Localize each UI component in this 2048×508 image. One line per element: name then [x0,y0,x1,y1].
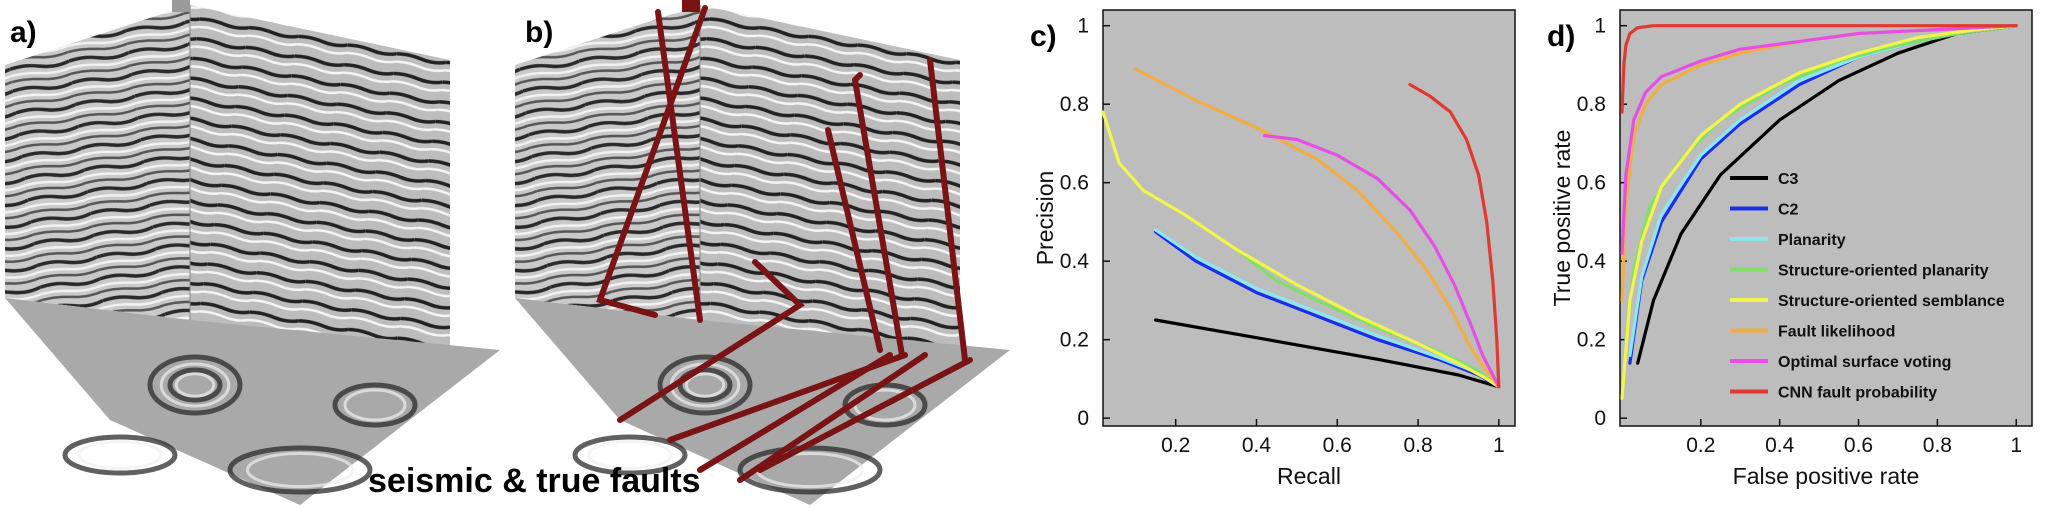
legend-entry: C3 [1778,171,1799,188]
series-line-structure-oriented-semblance [1101,110,1501,389]
legend-entry: Structure-oriented planarity [1778,263,1989,280]
x-axis-label: False positive rate [1733,463,1920,489]
fault-line [852,77,905,358]
x-tick-label: 0.8 [1403,434,1432,457]
y-tick-label: 0.2 [1577,329,1606,352]
legend-entry: Structure-oriented semblance [1778,293,2005,310]
series-line-optimal-surface-voting [1263,134,1501,389]
y-tick-label: 0.6 [1060,172,1089,195]
x-tick-label: 0.6 [1323,434,1352,457]
y-axis-label: True positive rate [1549,130,1575,307]
series-line-optimal-surface-voting [1620,24,2018,255]
seismic-time-slice [515,298,1010,505]
legend-entry: Planarity [1778,232,1846,249]
y-tick-label: 0.4 [1060,250,1090,273]
precision-recall-chart: 0.2 0.4 0.6 0.8 1 0 0.2 0.4 0.6 0.8 1 Recall Precisi… [1032,9,1516,489]
y-tick-label: 0.8 [1577,93,1606,116]
fault-line [927,57,968,363]
x-tick-label: 0.8 [1923,434,1952,457]
y-axis-label: Precision [1032,171,1058,266]
x-tick-label: 0.4 [1242,434,1272,457]
legend-entry: Fault likelihood [1778,324,1895,341]
fault-line [667,352,908,443]
seismic-time-slice [5,298,500,505]
panel-label-b: b) [525,16,554,49]
fault-line [825,127,883,353]
panel-label-d: d) [1547,20,1576,53]
fault-line [852,72,863,83]
y-tick-label: 0.4 [1577,250,1607,273]
series-line-structure-oriented-semblance [1620,24,2018,401]
y-tick-label: 1 [1594,15,1606,38]
roc-chart: 0.2 0.4 0.6 0.8 1 0 0.2 0.4 0.6 0.8 1 False positiv… [1549,9,2033,489]
seismic-cube-a [5,0,500,505]
series-line-cnn-fault-probability [1620,24,2018,114]
seismic-cube-b [515,0,1010,505]
seismic-inline-slice [515,5,700,320]
legend-entry: C2 [1778,202,1799,219]
fault-line [617,259,805,423]
y-tick-label: 0.8 [1060,93,1089,116]
x-tick-label: 1 [1493,434,1505,457]
seismic-crossline-slice [700,5,960,355]
x-tick-label: 0.6 [1844,434,1873,457]
legend-entry: CNN fault probability [1778,385,1937,402]
seismic-crossline-slice [190,5,450,355]
x-axis-label: Recall [1277,463,1341,489]
seismic-inline-slice [5,5,190,320]
y-tick-label: 0 [1077,407,1089,430]
fault-line [737,352,928,483]
x-tick-label: 0.4 [1765,434,1795,457]
x-tick-label: 0.2 [1686,434,1715,457]
series-line-structure-oriented-planarity [1234,247,1501,389]
fault-line [655,9,703,323]
plot-area [1619,9,2033,427]
fault-line [596,5,708,318]
series-line-c3 [1636,24,2018,365]
y-tick-label: 1 [1077,15,1089,38]
y-tick-label: 0.2 [1060,329,1089,352]
caption-seismic-true-faults: seismic & true faults [368,462,701,500]
series-line-fault-likelihood [1133,67,1501,389]
panel-label-c: c) [1030,20,1057,53]
fault-line [757,357,973,473]
legend-entry: Optimal surface voting [1778,354,1951,371]
y-tick-label: 0 [1594,407,1606,430]
panel-label-a: a) [10,16,37,49]
y-tick-label: 0.6 [1577,172,1606,195]
x-tick-label: 0.2 [1161,434,1190,457]
x-tick-label: 1 [2010,434,2022,457]
series-line-c3 [1153,318,1501,389]
series-line-cnn-fault-probability [1408,82,1501,389]
